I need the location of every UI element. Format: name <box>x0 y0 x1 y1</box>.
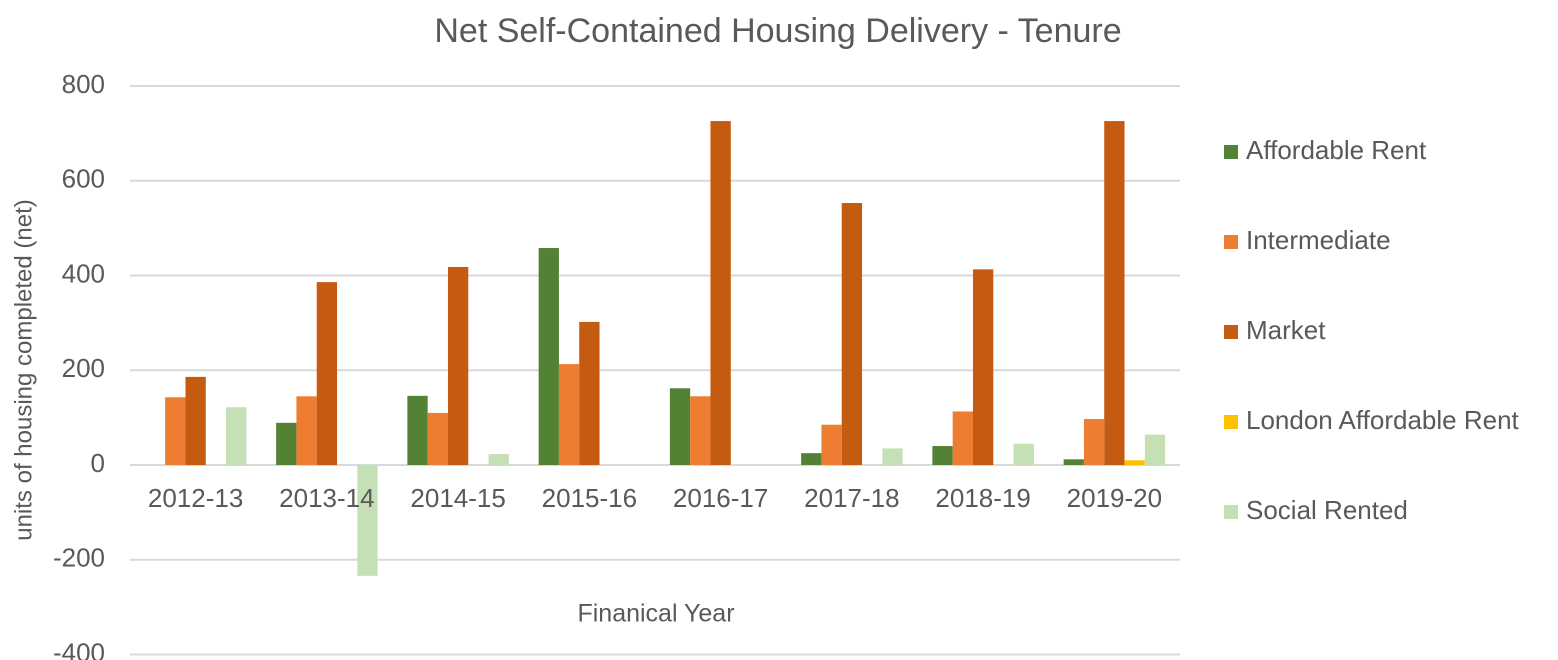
x-axis-title: Finanical Year <box>577 600 734 628</box>
bar <box>296 396 317 465</box>
bar <box>1063 459 1084 465</box>
bar <box>357 465 378 576</box>
x-tick-label: 2012-13 <box>148 483 243 513</box>
bar <box>690 396 711 465</box>
x-tick-label: 2014-15 <box>410 483 505 513</box>
x-tick-label: 2017-18 <box>804 483 899 513</box>
chart-title: Net Self-Contained Housing Delivery - Te… <box>434 12 1121 50</box>
y-tick-label: -200 <box>53 543 105 573</box>
bar <box>579 321 600 465</box>
legend-label: Intermediate <box>1246 225 1391 255</box>
x-tick-label: 2018-19 <box>935 483 1030 513</box>
bar <box>1124 460 1145 465</box>
bar <box>801 453 822 465</box>
legend-swatch <box>1224 325 1238 339</box>
y-axis-title: units of housing completed (net) <box>10 199 37 541</box>
legend-swatch <box>1224 415 1238 429</box>
bar <box>821 424 842 465</box>
bar <box>488 454 509 465</box>
bar <box>841 203 863 466</box>
y-tick-label: -400 <box>53 637 105 660</box>
bar <box>1013 443 1034 465</box>
bar <box>226 407 247 465</box>
x-tick-label: 2016-17 <box>673 483 768 513</box>
y-tick-label: 400 <box>62 258 105 288</box>
bar <box>447 266 469 465</box>
bar <box>952 411 973 465</box>
bar <box>407 395 428 465</box>
legend-swatch <box>1224 505 1238 519</box>
y-tick-label: 200 <box>62 353 105 383</box>
bar <box>276 422 297 465</box>
bar <box>710 121 731 466</box>
y-tick-label: 600 <box>62 164 105 194</box>
bar <box>316 282 338 465</box>
legend-swatch <box>1224 235 1238 249</box>
y-tick-label: 800 <box>62 69 105 99</box>
legend-swatch <box>1224 145 1238 159</box>
legend-label: Social Rented <box>1246 495 1408 525</box>
bar <box>1083 419 1105 465</box>
legend-label: London Affordable Rent <box>1246 405 1520 435</box>
bar <box>1104 121 1125 466</box>
bar <box>932 446 953 465</box>
bar <box>165 397 186 465</box>
legend-label: Market <box>1246 315 1326 345</box>
x-tick-label: 2015-16 <box>542 483 637 513</box>
bar <box>669 388 691 465</box>
bar <box>1144 434 1166 465</box>
bar <box>558 364 580 465</box>
x-tick-label: 2013-14 <box>279 483 374 513</box>
bar <box>427 412 448 465</box>
bar <box>538 248 559 465</box>
bar <box>185 376 206 465</box>
legend-label: Affordable Rent <box>1246 135 1427 165</box>
bar <box>882 448 903 465</box>
x-tick-label: 2019-20 <box>1067 483 1162 513</box>
bar <box>972 269 994 465</box>
y-tick-label: 0 <box>91 448 105 478</box>
